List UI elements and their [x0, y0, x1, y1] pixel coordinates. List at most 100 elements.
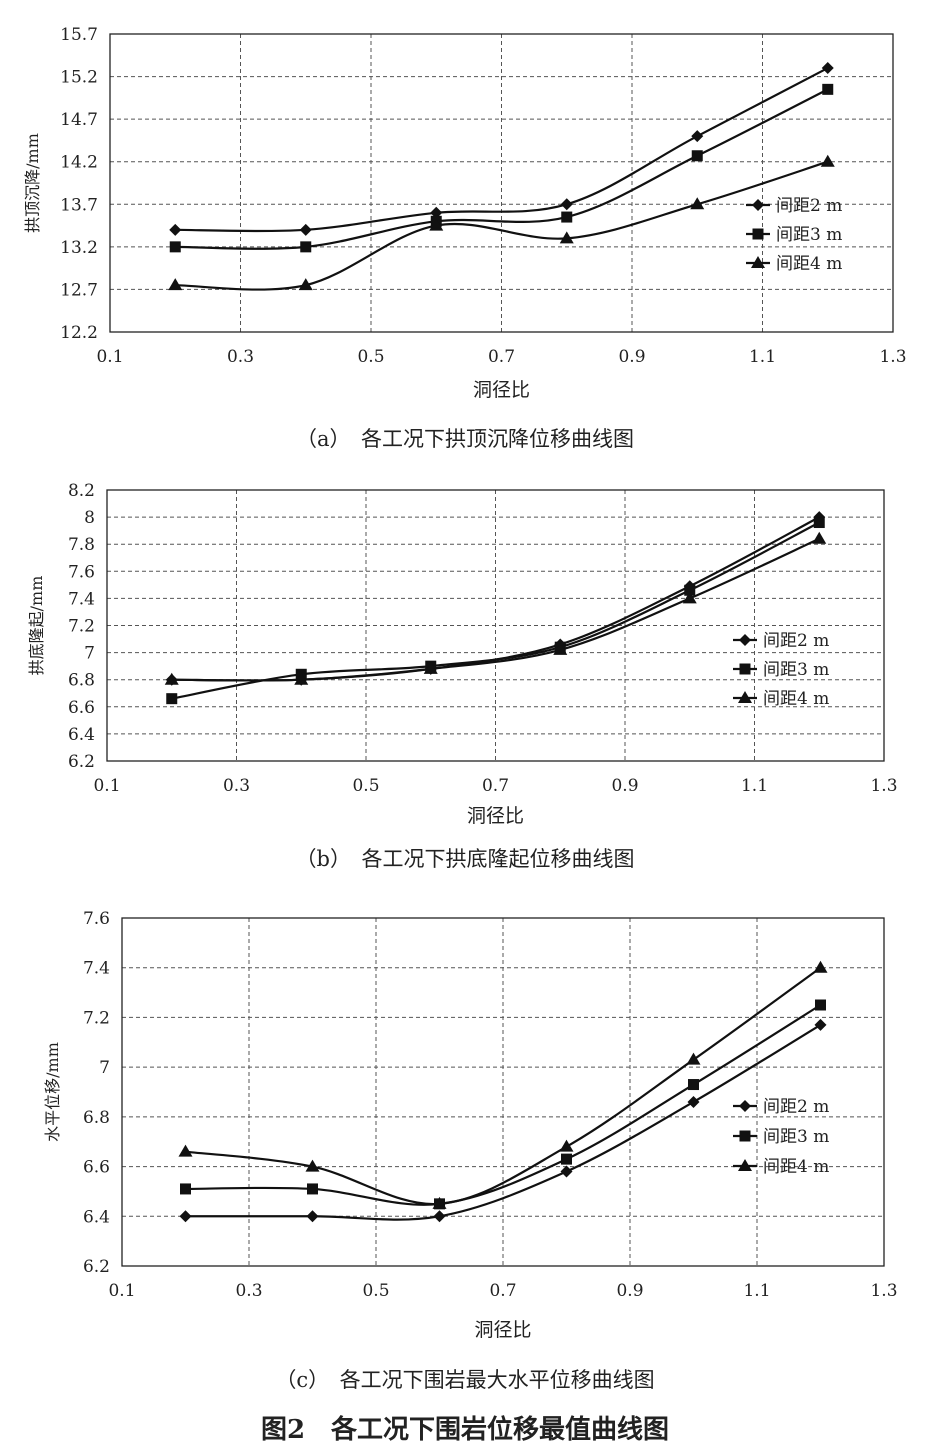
data-point	[299, 223, 312, 236]
plot-frame	[109, 33, 894, 333]
data-point	[813, 960, 828, 973]
data-point	[559, 231, 574, 244]
legend-marker	[752, 228, 764, 240]
x-tick-label: 1.3	[870, 776, 897, 796]
chart-2: 0.1 0.3 0.5 0.7 0.9 1.1 1.3 6.2 6.4 6.6 6.8 7 7.2 7.4…	[27, 481, 898, 871]
legend-entry: 间距4 m	[746, 254, 842, 274]
y-tick-label: 6.2	[83, 1257, 110, 1277]
x-axis-label: 洞径比	[467, 805, 524, 827]
y-tick-label: 6.6	[68, 698, 95, 718]
y-tick-label: 7.4	[83, 959, 110, 979]
series-3	[178, 960, 828, 1209]
y-tick-label: 6.2	[68, 752, 95, 772]
plot-frame	[106, 489, 885, 762]
data-point	[430, 206, 443, 219]
legend-entry: 间距2 m	[746, 196, 842, 216]
x-tick-label: 1.1	[749, 347, 776, 367]
legend-label: 间距3 m	[763, 1127, 829, 1147]
data-point	[821, 62, 834, 75]
chart-caption: （b） 各工况下拱底隆起位移曲线图	[296, 847, 635, 871]
series-line	[171, 537, 820, 682]
legend-marker	[752, 199, 764, 211]
data-point	[298, 278, 313, 291]
series-line	[185, 1023, 822, 1221]
x-tick-label: 0.9	[611, 776, 638, 796]
y-axis-label: 拱顶沉降/mm	[23, 133, 42, 233]
data-point	[559, 1139, 574, 1152]
y-tick-label: 15.2	[60, 68, 98, 88]
y-tick-label: 6.4	[68, 725, 95, 745]
y-tick-label: 7.6	[68, 562, 95, 582]
data-point	[691, 130, 704, 143]
y-tick-label: 14.2	[60, 153, 98, 173]
y-tick-label: 7	[99, 1058, 110, 1078]
chart-caption: （c） 各工况下围岩最大水平位移曲线图	[275, 1368, 654, 1392]
data-point	[814, 1018, 827, 1031]
data-point	[812, 531, 827, 544]
legend-marker	[739, 1130, 751, 1142]
data-point	[433, 1210, 446, 1223]
legend-entry: 间距3 m	[733, 660, 829, 680]
x-tick-label: 0.1	[93, 776, 120, 796]
y-tick-label: 15.7	[60, 25, 98, 45]
x-tick-label: 0.1	[108, 1281, 135, 1301]
x-tick-label: 1.1	[741, 776, 768, 796]
data-point	[553, 642, 568, 655]
data-point	[429, 218, 444, 231]
data-point	[691, 150, 703, 162]
y-tick-label: 12.2	[60, 323, 98, 343]
legend-label: 间距4 m	[763, 689, 829, 709]
y-tick-label: 7	[84, 644, 95, 664]
x-tick-label: 0.3	[227, 347, 254, 367]
legend-marker	[739, 634, 751, 646]
x-tick-label: 0.1	[96, 347, 123, 367]
x-tick-label: 0.7	[488, 347, 515, 367]
y-tick-label: 8.2	[68, 481, 95, 501]
series-1	[169, 62, 834, 236]
legend-entry: 间距3 m	[746, 225, 842, 245]
data-point	[686, 1052, 701, 1065]
legend-entry: 间距2 m	[733, 631, 829, 651]
legend-marker	[738, 1159, 752, 1171]
x-tick-label: 0.3	[235, 1281, 262, 1301]
legend-entry: 间距3 m	[733, 1127, 829, 1147]
data-point	[166, 693, 178, 705]
legend-label: 间距2 m	[776, 196, 842, 216]
legend-entry: 间距2 m	[733, 1097, 829, 1117]
x-tick-label: 0.7	[489, 1281, 516, 1301]
legend-label: 间距3 m	[776, 225, 842, 245]
y-tick-label: 6.8	[83, 1108, 110, 1128]
data-point	[178, 1144, 193, 1157]
series-line	[171, 521, 820, 700]
y-tick-label: 6.4	[83, 1207, 110, 1227]
x-tick-label: 0.5	[362, 1281, 389, 1301]
data-point	[180, 1183, 191, 1195]
y-tick-label: 7.8	[68, 535, 95, 555]
legend-entry: 间距4 m	[733, 689, 829, 709]
x-axis-label: 洞径比	[474, 1319, 531, 1341]
series-line	[175, 160, 829, 291]
legend-marker	[739, 1100, 751, 1112]
legend-marker	[751, 256, 765, 268]
figure-title: 图2 各工况下围岩位移最值曲线图	[261, 1414, 669, 1445]
x-tick-label: 0.9	[616, 1281, 643, 1301]
data-point	[179, 1210, 192, 1223]
legend-label: 间距3 m	[763, 660, 829, 680]
data-point	[432, 1196, 447, 1209]
chart-caption: （a） 各工况下拱顶沉降位移曲线图	[296, 427, 634, 451]
series-line	[185, 1004, 822, 1206]
series-1	[179, 1018, 827, 1223]
x-tick-label: 0.5	[357, 347, 384, 367]
y-tick-label: 7.2	[83, 1008, 110, 1028]
data-point	[169, 223, 182, 236]
series-3	[164, 531, 827, 685]
data-point	[423, 661, 438, 674]
data-point	[168, 278, 183, 291]
legend-marker	[739, 663, 751, 675]
data-point	[820, 154, 835, 167]
y-tick-label: 8	[84, 508, 95, 528]
data-point	[822, 83, 834, 95]
data-point	[561, 211, 573, 223]
series-line	[185, 966, 822, 1206]
data-point	[164, 672, 179, 685]
